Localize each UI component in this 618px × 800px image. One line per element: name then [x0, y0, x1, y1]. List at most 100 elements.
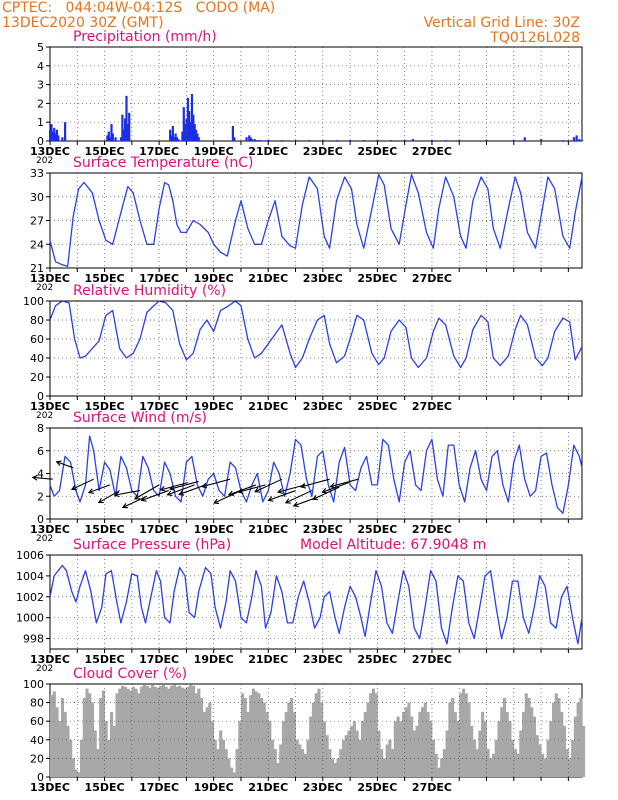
panel-title: Surface Wind (m/s)	[73, 410, 207, 426]
precip-bar	[174, 133, 177, 141]
cloud-bar	[110, 711, 114, 777]
cloud-bar	[120, 685, 125, 777]
cloud-bar	[426, 711, 430, 777]
cloud-bar	[347, 730, 351, 777]
cloud-bar	[77, 772, 81, 777]
wind-arrow	[322, 482, 349, 493]
precip-bar	[173, 137, 176, 141]
x-tick-label: 25DEC	[357, 523, 397, 536]
x-tick-label: 17DEC	[139, 653, 179, 666]
panel-pres: 998 1000 1002 1004 1006 13DEC 15DEC 17DEC 19DEC 2…	[16, 537, 583, 674]
cloud-bar	[339, 749, 343, 777]
precip-bar	[177, 139, 180, 141]
cloud-bar	[63, 711, 67, 777]
precip-bar	[253, 139, 256, 141]
cloud-bar	[396, 716, 400, 777]
cloud-bar	[167, 688, 171, 777]
cloud-bar	[66, 725, 70, 777]
cloud-bar	[399, 721, 403, 777]
cloud-bar	[314, 693, 318, 777]
year-label-fragment: 202	[36, 156, 53, 166]
y-tick-label: 30	[30, 191, 44, 204]
y-tick-label: 1006	[16, 549, 44, 562]
cloud-bar	[557, 697, 561, 777]
y-tick-label: 2	[37, 97, 44, 110]
precip-bar	[50, 124, 53, 141]
wind-arrow	[228, 484, 257, 496]
precip-bar	[53, 127, 56, 141]
cloud-bar	[497, 721, 501, 777]
cloud-bar	[175, 686, 179, 777]
precip-bar	[233, 137, 236, 141]
cloud-bar	[210, 721, 215, 777]
x-tick-label: 17DEC	[139, 781, 179, 794]
cloud-bar	[361, 721, 365, 777]
precip-bar	[182, 107, 185, 141]
cloud-bar	[58, 721, 62, 777]
cloud-bar	[437, 767, 441, 777]
x-tick-label: 17DEC	[139, 272, 179, 285]
cloud-bar	[341, 739, 346, 777]
header-location: CPTEC: 044:04W-04:12S CODO (MA)	[2, 0, 276, 16]
x-tick-label: 25DEC	[357, 145, 397, 158]
wind-arrow-head	[87, 488, 94, 494]
cloud-bar	[221, 739, 226, 777]
precip-bar	[175, 137, 179, 141]
cloud-bar	[491, 753, 496, 777]
x-tick-label: 23DEC	[303, 653, 343, 666]
y-tick-label: 40	[30, 352, 44, 365]
precip-bar	[581, 140, 584, 141]
x-tick-label: 27DEC	[412, 400, 452, 413]
x-tick-label: 25DEC	[357, 272, 397, 285]
wind-arrow-head	[133, 494, 140, 500]
x-tick-label: 25DEC	[357, 781, 397, 794]
precip-bar	[181, 131, 184, 141]
x-tick-label: 19DEC	[194, 272, 234, 285]
precip-bar	[321, 140, 325, 141]
y-tick-label: 0	[37, 390, 44, 403]
wind-arrow-head	[284, 498, 291, 504]
cloud-bar	[516, 753, 520, 777]
panel-rh: 0 20 40 60 80 100 13DEC 15DEC 17DEC 19DEC 21DEC 23D…	[23, 283, 583, 421]
precip-bar	[109, 137, 112, 141]
cloud-bar	[377, 730, 381, 777]
precip-bar	[171, 125, 174, 141]
cloud-bar	[197, 688, 201, 777]
wind-arrow	[134, 484, 160, 500]
cloud-bar	[410, 716, 414, 777]
precip-bar	[430, 140, 434, 141]
wind-arrow	[98, 490, 120, 504]
cloud-bar	[391, 749, 395, 777]
wind-arrow-head	[55, 460, 62, 466]
x-tick-label: 23DEC	[303, 523, 343, 536]
cloud-bar	[112, 725, 116, 777]
precip-bar	[259, 140, 262, 141]
x-tick-label: 17DEC	[139, 523, 179, 536]
x-tick-label: 19DEC	[194, 523, 234, 536]
cloud-bar	[393, 721, 397, 777]
cloud-bar	[71, 758, 75, 777]
x-tick-label: 15DEC	[85, 781, 125, 794]
cloud-bar	[486, 749, 490, 777]
y-tick-label: 1004	[16, 570, 44, 583]
wind-arrow-head	[159, 485, 166, 492]
cloud-bar	[180, 687, 185, 777]
x-tick-label: 21DEC	[248, 523, 288, 536]
cloud-bar	[571, 739, 575, 777]
cloud-bar	[273, 749, 277, 777]
x-tick-label: 23DEC	[303, 272, 343, 285]
cloud-bar	[230, 767, 234, 777]
wind-arrow-head	[254, 487, 261, 493]
panel-temp: 21 24 27 30 33 13DEC 15DEC 17DEC 19DEC 21DEC 23DEC…	[30, 155, 583, 293]
x-tick-label: 23DEC	[303, 145, 343, 158]
cloud-bar	[461, 688, 466, 777]
cloud-bar	[459, 693, 463, 777]
x-tick-label: 13DEC	[30, 523, 70, 536]
wind-arrow-head	[321, 488, 328, 494]
cloud-bar	[194, 693, 198, 777]
cloud-bar	[131, 686, 135, 777]
wind-arrow-head	[237, 488, 244, 494]
precip-bar	[458, 140, 461, 141]
wind-arrow	[238, 484, 266, 493]
